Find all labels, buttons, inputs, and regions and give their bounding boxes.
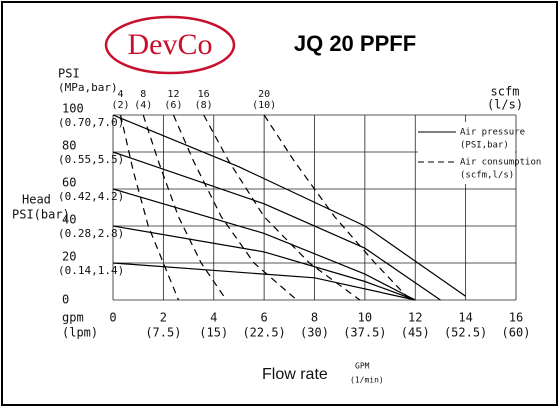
consumption-label: 4: [118, 89, 124, 100]
legend-label: (scfm,l/s): [460, 171, 514, 181]
consumption-sublabel: (10): [252, 100, 276, 111]
x-tick-label: 12: [408, 311, 422, 325]
y-tick-sublabel: (0.42,4.2): [58, 190, 124, 203]
x-tick-sublabel: (37.5): [343, 326, 386, 340]
logo: DevCo: [128, 28, 213, 61]
pressure-line: [112, 188, 416, 301]
y-tick-sublabel: (0.28,2.8): [58, 227, 124, 240]
x-label: gpm: [62, 311, 84, 325]
consumption-label: 8: [140, 89, 146, 100]
y-label: PSI: [58, 67, 80, 81]
x-tick-label: 14: [458, 311, 472, 325]
consumption-line: [203, 114, 361, 301]
chart-title: JQ 20 PPFF: [294, 31, 416, 56]
x-tick-sublabel: (7.5): [145, 326, 181, 340]
x-tick-label: 16: [509, 311, 523, 325]
consumption-line: [142, 114, 227, 301]
consumption-label: 20: [258, 89, 270, 100]
x-tick-label: 8: [311, 311, 318, 325]
pressure-line: [112, 225, 416, 301]
y-tick-label: 100: [62, 102, 84, 116]
x2-label: (l/s): [487, 98, 523, 112]
y-tick-sublabel: (0.14,1.4): [58, 264, 124, 277]
y-label: (MPa,bar): [58, 81, 118, 94]
x-label-unit: GPM: [355, 362, 370, 371]
y-tick-label: 60: [62, 176, 76, 190]
x-tick-sublabel: (45): [401, 326, 430, 340]
consumption-line: [263, 114, 411, 301]
x-tick-label: 6: [261, 311, 268, 325]
x-tick-sublabel: (30): [300, 326, 329, 340]
consumption-sublabel: (4): [134, 100, 152, 111]
y-label: Head: [22, 193, 51, 207]
consumption-sublabel: (2): [112, 100, 130, 111]
x-label-unit: (1/min): [350, 376, 384, 385]
y-tick-label: 20: [62, 250, 76, 264]
y-tick-label: 80: [62, 139, 76, 153]
y-tick-sublabel: (0.55,5.5): [58, 153, 124, 166]
x-label: Flow rate: [262, 366, 328, 383]
x-tick-label: 4: [210, 311, 217, 325]
logo-ring: [104, 15, 236, 75]
x-label: (lpm): [62, 326, 98, 340]
x2-label: scfm: [491, 85, 520, 99]
consumption-label: 16: [198, 89, 210, 100]
legend-label: (PSI,bar): [460, 141, 509, 151]
pressure-line: [112, 151, 441, 301]
x-tick-sublabel: (22.5): [242, 326, 285, 340]
legend-label: Air pressure: [460, 128, 525, 138]
consumption-sublabel: (6): [164, 100, 182, 111]
y-tick-sublabel: (0.70,7.0): [58, 116, 124, 129]
y-tick-label: 40: [62, 213, 76, 227]
y-label: PSI(bar): [12, 208, 70, 222]
x-tick-sublabel: (15): [199, 326, 228, 340]
x-tick-label: 2: [160, 311, 167, 325]
legend-label: Air consumption: [460, 158, 541, 168]
x-tick-label: 10: [358, 311, 372, 325]
pressure-line: [112, 262, 416, 301]
x-tick-sublabel: (52.5): [444, 326, 487, 340]
consumption-label: 12: [167, 89, 179, 100]
x-tick-sublabel: (60): [502, 326, 531, 340]
pressure-line: [112, 114, 466, 297]
consumption-sublabel: (8): [195, 100, 213, 111]
x-tick-label: 0: [109, 311, 116, 325]
consumption-line: [172, 114, 298, 301]
y-tick-label: 0: [62, 293, 69, 307]
consumption-line: [119, 114, 180, 301]
